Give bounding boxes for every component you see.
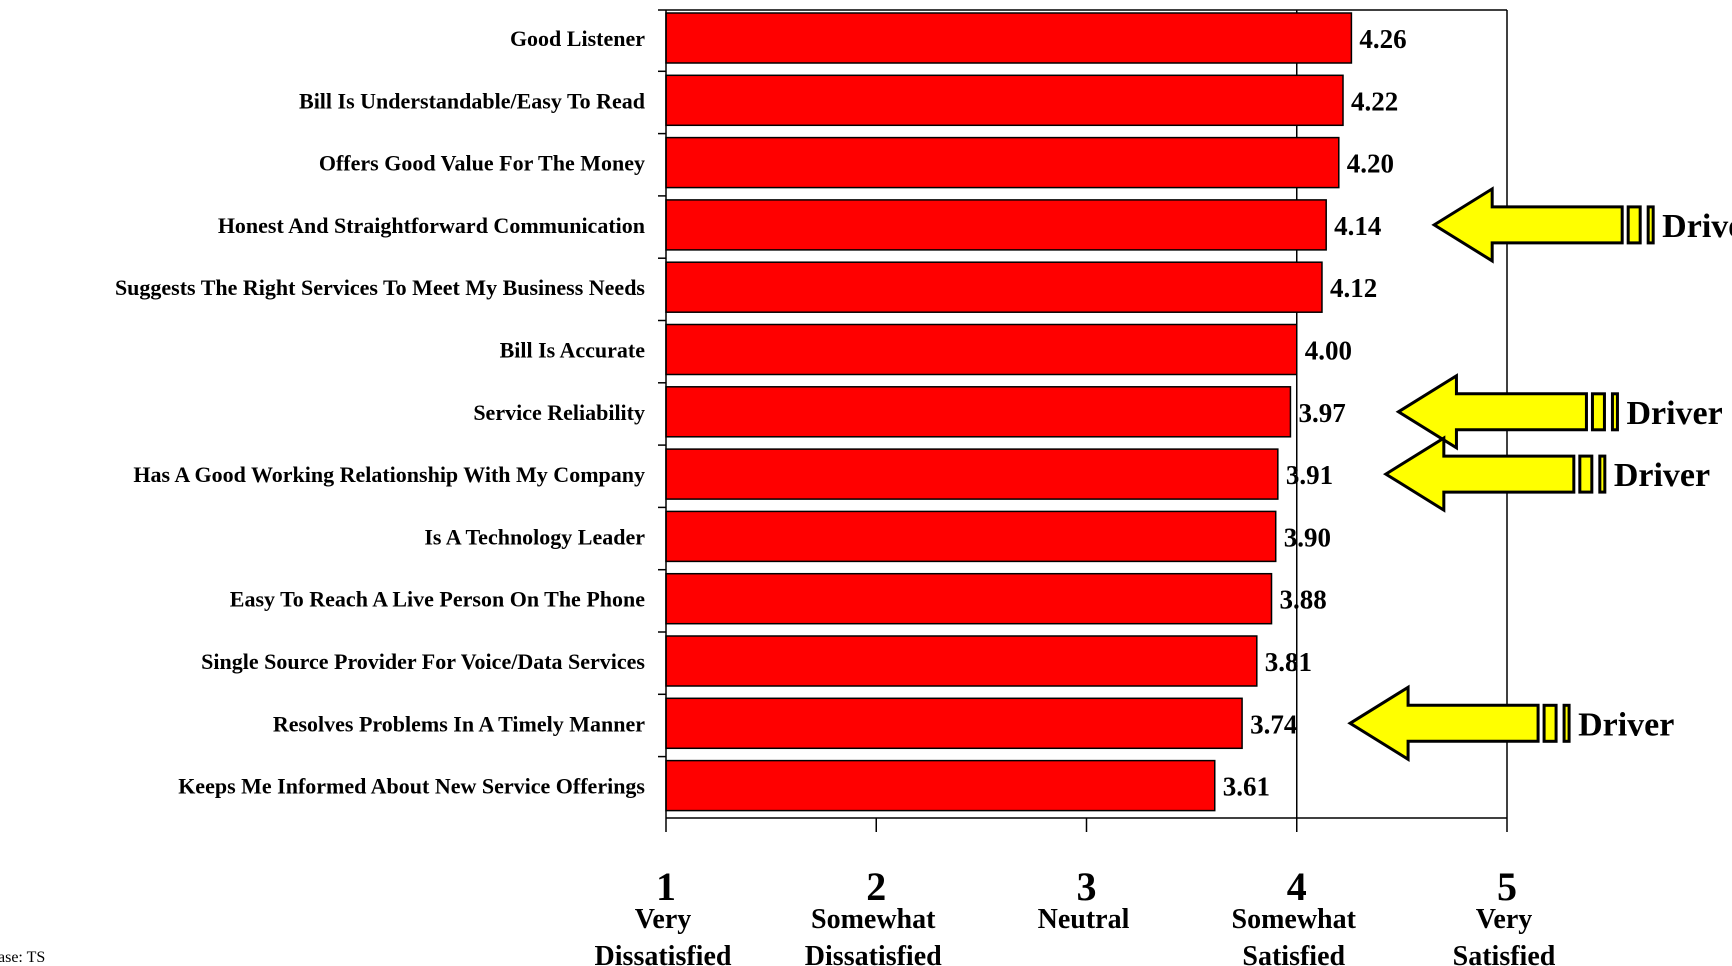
value-label: 3.90: [1284, 522, 1331, 552]
x-tick-label: Satisfied: [1453, 941, 1556, 966]
value-label: 3.74: [1250, 709, 1297, 739]
driver-label: Driver: [1614, 457, 1710, 494]
category-label: Offers Good Value For The Money: [319, 151, 645, 176]
category-label: Suggests The Right Services To Meet My B…: [115, 275, 645, 300]
x-tick-label: Dissatisfied: [805, 941, 942, 966]
value-label: 3.61: [1223, 772, 1270, 802]
driver-arrow: Driver: [1395, 373, 1723, 451]
category-label: Resolves Problems In A Timely Manner: [273, 711, 645, 736]
category-label: Single Source Provider For Voice/Data Se…: [201, 649, 645, 674]
x-tick-label: Dissatisfied: [595, 941, 732, 966]
category-label: Bill Is Understandable/Easy To Read: [299, 88, 645, 113]
bar: [665, 74, 1344, 127]
value-label: 4.22: [1351, 86, 1398, 116]
value-label: 4.12: [1330, 273, 1377, 303]
category-label: Is A Technology Leader: [424, 524, 645, 549]
driver-label: Driver: [1578, 706, 1674, 743]
category-label: Bill Is Accurate: [500, 338, 646, 363]
driver-label: Driver: [1626, 395, 1722, 432]
driver-label: Driver: [1662, 208, 1732, 245]
annotations-layer: Driver Driver Driver Driver: [1347, 186, 1732, 762]
bar: [665, 136, 1340, 189]
bar: [665, 323, 1298, 376]
category-label: Honest And Straightforward Communication: [218, 213, 645, 238]
bar: [665, 261, 1323, 313]
category-label: Service Reliability: [473, 400, 645, 425]
category-label: Keeps Me Informed About New Service Offe…: [178, 774, 645, 799]
driver-arrow: Driver: [1382, 435, 1710, 513]
x-tick-label: Satisfied: [1242, 941, 1345, 966]
x-tick-label: Somewhat: [811, 904, 936, 935]
value-label: 3.81: [1265, 647, 1312, 677]
value-label: 4.26: [1359, 24, 1406, 54]
bar: [665, 12, 1353, 64]
x-tick-label: Very: [635, 904, 692, 935]
bar: [665, 635, 1258, 687]
value-label: 4.14: [1334, 211, 1381, 241]
x-tick-label: Very: [1476, 904, 1533, 935]
x-tick-label: Somewhat: [1232, 904, 1357, 935]
bars-layer: [665, 12, 1353, 812]
value-label: 3.97: [1298, 398, 1345, 428]
category-label: Has A Good Working Relationship With My …: [133, 462, 645, 487]
category-label: Good Listener: [510, 26, 645, 51]
bar: [665, 572, 1273, 625]
x-tick-number: 2: [866, 864, 886, 909]
bar: [665, 448, 1279, 500]
value-label: 4.20: [1347, 149, 1394, 179]
bar: [665, 697, 1243, 750]
axis-layer: [658, 9, 1508, 832]
base-footnote: ase: TS: [0, 949, 45, 966]
x-tick-label: Neutral: [1038, 904, 1130, 935]
bar: [665, 199, 1327, 251]
value-label: 4.00: [1305, 336, 1352, 366]
bar: [665, 759, 1216, 812]
x-tick-number: 4: [1287, 864, 1307, 909]
labels-layer: Good Listener 4.26 Bill Is Understandable/…: [115, 24, 1556, 966]
x-tick-number: 1: [656, 864, 676, 909]
bar: [665, 510, 1277, 563]
driver-arrow: Driver: [1347, 684, 1674, 762]
bar: [665, 386, 1292, 438]
category-label: Easy To Reach A Live Person On The Phone: [230, 587, 645, 612]
value-label: 3.88: [1280, 585, 1327, 615]
driver-arrow: Driver: [1431, 186, 1732, 264]
x-tick-number: 3: [1077, 864, 1097, 909]
value-label: 3.91: [1286, 460, 1333, 490]
x-tick-number: 5: [1497, 864, 1517, 909]
